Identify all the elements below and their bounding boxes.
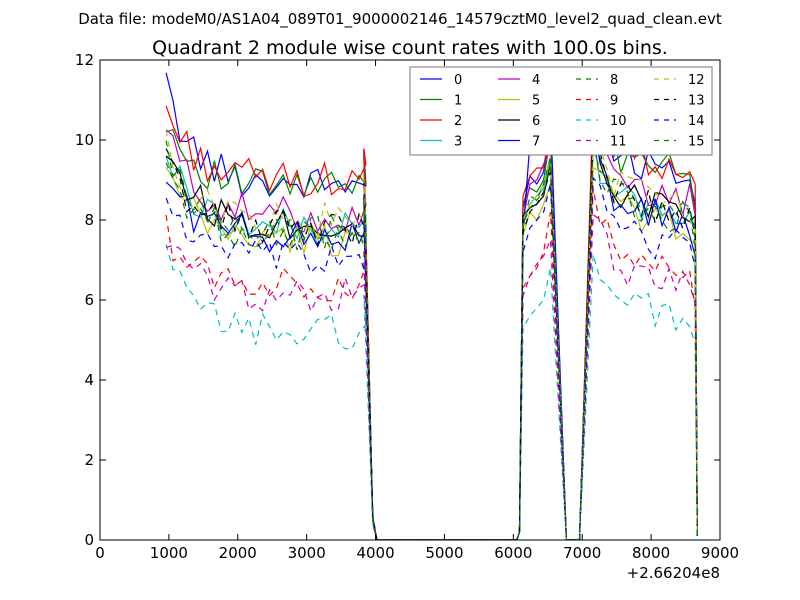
legend-label-13: 13 (688, 94, 705, 109)
x-tick-label: 4000 (356, 544, 394, 562)
legend-box (409, 66, 713, 156)
series-line-4 (165, 128, 698, 540)
series-line-11 (165, 213, 698, 540)
legend-label-11: 11 (610, 135, 627, 150)
legend-label-14: 14 (688, 114, 705, 129)
y-tick-label: 0 (84, 531, 94, 549)
y-tick-label: 2 (84, 451, 94, 469)
axis-ticks: 0 1000 2000 3000 4000 5000 6000 7000 8000 9000 0 2 4… (75, 51, 739, 562)
series-line-15 (165, 138, 698, 540)
y-tick-label: 10 (75, 131, 94, 149)
x-tick-label: 0 (95, 544, 105, 562)
legend-label-5: 5 (532, 94, 540, 109)
legend-label-15: 15 (688, 135, 705, 150)
plot-lines (165, 72, 698, 540)
legend-label-0: 0 (454, 73, 462, 88)
x-tick-label: 5000 (425, 544, 463, 562)
y-tick-label: 4 (84, 371, 94, 389)
legend-label-1: 1 (454, 94, 462, 109)
series-line-12 (165, 130, 698, 540)
legend-label-4: 4 (532, 73, 540, 88)
x-tick-label: 9000 (701, 544, 739, 562)
series-line-1 (165, 112, 698, 540)
series-line-14 (165, 176, 698, 540)
series-line-10 (165, 244, 698, 540)
data-file-label: Data file: modeM0/AS1A04_089T01_90000021… (78, 10, 722, 29)
series-line-2 (165, 98, 698, 540)
y-tick-label: 12 (75, 51, 94, 69)
x-tick-label: 1000 (150, 544, 188, 562)
series-line-7 (165, 115, 698, 540)
legend-label-10: 10 (610, 114, 627, 129)
x-tick-label: 2000 (219, 544, 257, 562)
chart-title: Quadrant 2 module wise count rates with … (152, 37, 668, 59)
legend-label-2: 2 (454, 114, 462, 129)
legend-label-8: 8 (610, 73, 618, 88)
legend-label-9: 9 (610, 94, 618, 109)
y-tick-label: 6 (84, 291, 94, 309)
x-tick-label: 7000 (563, 544, 601, 562)
legend-label-7: 7 (532, 135, 540, 150)
legend-label-3: 3 (454, 135, 462, 150)
x-tick-label: 3000 (288, 544, 326, 562)
x-tick-label: 6000 (494, 544, 532, 562)
x-offset-label: +2.66204e8 (627, 564, 720, 582)
legend-label-12: 12 (688, 73, 705, 88)
series-line-8 (165, 145, 698, 540)
x-tick-label: 8000 (632, 544, 670, 562)
y-tick-label: 8 (84, 211, 94, 229)
legend-label-6: 6 (532, 114, 540, 129)
